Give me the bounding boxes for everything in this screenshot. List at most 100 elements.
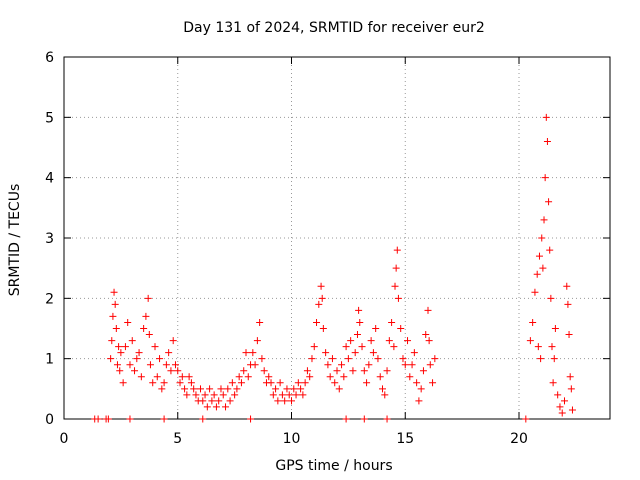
- data-point: [174, 367, 182, 375]
- data-point: [167, 367, 175, 375]
- data-point: [322, 349, 330, 357]
- data-point: [537, 355, 545, 363]
- data-point: [199, 397, 207, 405]
- data-point: [240, 367, 248, 375]
- data-point: [324, 361, 332, 369]
- data-point: [94, 415, 102, 423]
- data-point: [383, 415, 391, 423]
- data-point: [424, 306, 432, 314]
- data-point: [115, 343, 123, 351]
- data-point: [556, 403, 564, 411]
- data-point: [397, 325, 405, 332]
- data-point: [242, 349, 250, 357]
- data-point: [342, 415, 350, 423]
- x-tick-label: 20: [510, 431, 528, 447]
- data-point: [379, 385, 386, 393]
- data-point: [526, 337, 534, 345]
- data-point: [561, 397, 568, 405]
- data-point: [413, 379, 421, 387]
- data-point: [303, 367, 311, 375]
- data-point: [431, 355, 439, 363]
- data-point: [108, 337, 116, 345]
- data-point: [538, 234, 546, 242]
- data-point: [251, 361, 259, 369]
- data-point: [365, 361, 373, 369]
- data-point: [187, 379, 195, 387]
- data-point: [162, 361, 170, 369]
- data-point: [422, 331, 430, 339]
- data-point: [374, 355, 382, 363]
- data-point: [278, 391, 286, 399]
- data-point: [201, 391, 209, 399]
- data-point: [158, 385, 166, 393]
- data-point: [107, 355, 115, 363]
- data-point: [565, 331, 573, 339]
- data-point: [394, 294, 402, 302]
- data-point: [392, 264, 400, 272]
- data-point: [363, 379, 371, 387]
- data-point: [231, 391, 239, 399]
- data-point: [401, 361, 409, 369]
- data-point: [542, 113, 550, 121]
- data-point: [197, 385, 204, 393]
- data-point: [547, 294, 555, 302]
- data-point: [390, 343, 398, 351]
- x-axis-label: GPS time / hours: [275, 458, 392, 474]
- data-point: [222, 403, 230, 411]
- data-point: [297, 385, 305, 393]
- data-point: [219, 391, 227, 399]
- data-point: [333, 367, 341, 375]
- y-tick-label: 0: [45, 412, 54, 428]
- data-point: [564, 300, 572, 308]
- data-point: [131, 367, 139, 375]
- data-point: [124, 318, 132, 326]
- x-tick-label: 0: [60, 431, 69, 447]
- data-point: [319, 325, 327, 332]
- data-point: [566, 373, 574, 381]
- data-point: [224, 385, 232, 393]
- data-point: [535, 252, 543, 260]
- data-point: [391, 282, 399, 290]
- data-point: [126, 415, 134, 423]
- data-point: [429, 379, 437, 387]
- data-point: [185, 373, 193, 381]
- data-point: [237, 379, 245, 387]
- data-point: [145, 331, 153, 339]
- data-point: [244, 373, 252, 381]
- data-point: [358, 343, 366, 351]
- data-point: [353, 331, 361, 339]
- grid-lines: [64, 57, 610, 419]
- data-point: [301, 379, 309, 387]
- data-point: [112, 325, 120, 332]
- data-point: [269, 391, 277, 399]
- data-point: [142, 312, 150, 320]
- data-point: [344, 355, 352, 363]
- data-point: [117, 349, 125, 357]
- data-point: [539, 264, 547, 272]
- data-point: [169, 337, 177, 345]
- data-point: [146, 361, 154, 369]
- x-tick-label: 15: [396, 431, 414, 447]
- data-point: [393, 246, 401, 254]
- data-point: [399, 355, 407, 363]
- data-point: [119, 379, 127, 387]
- data-point: [276, 379, 284, 387]
- axis-ticks: 0 1 2 3 4 5 6 0 5 10 15 20: [45, 50, 610, 447]
- y-axis-label: SRMTID / TECUs: [7, 184, 23, 297]
- data-point: [522, 415, 530, 423]
- data-point: [529, 318, 537, 326]
- data-point: [156, 355, 164, 363]
- data-point: [181, 385, 189, 393]
- data-point: [551, 325, 559, 332]
- data-point: [360, 367, 368, 375]
- data-point: [249, 349, 257, 357]
- data-point: [308, 355, 316, 363]
- chart-title: Day 131 of 2024, SRMTID for receiver eur…: [183, 20, 485, 36]
- data-point: [383, 367, 391, 375]
- data-point: [568, 406, 576, 414]
- data-point: [210, 391, 218, 399]
- data-point: [283, 385, 291, 393]
- data-point: [226, 397, 234, 405]
- data-point: [128, 337, 136, 345]
- data-point: [546, 246, 554, 254]
